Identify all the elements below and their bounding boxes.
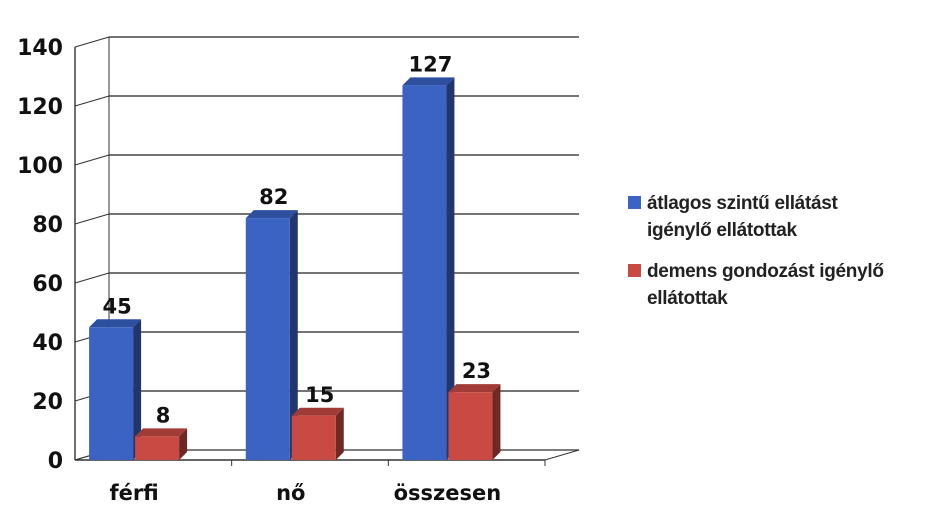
data-label: 23	[462, 359, 491, 383]
x-tick-label: összesen	[394, 481, 502, 505]
legend: átlagos szintű ellátást igénylő ellátott…	[628, 190, 940, 326]
gridline-side	[74, 95, 110, 107]
y-tick-label: 0	[48, 449, 63, 474]
legend-label-line: demens gondozást igénylő	[647, 261, 884, 282]
legend-label-line: ellátottak	[647, 288, 728, 309]
bar-top	[448, 384, 501, 393]
bar	[402, 85, 447, 460]
gridline-side	[74, 272, 110, 284]
y-tick-label: 20	[32, 390, 63, 415]
bar-top	[89, 319, 142, 328]
bar-top	[245, 210, 298, 219]
y-tick-label: 40	[32, 331, 63, 356]
data-label: 15	[305, 383, 334, 407]
gridline-side	[74, 213, 110, 225]
bar-side	[289, 210, 298, 460]
bar	[291, 415, 336, 460]
x-tick-label: nő	[276, 481, 305, 505]
bar-top	[402, 77, 455, 86]
gridline-side	[74, 36, 110, 48]
data-label: 82	[259, 185, 288, 209]
bar-top	[135, 428, 188, 437]
bar-side	[133, 319, 142, 460]
bar-side	[179, 428, 188, 460]
bar	[245, 218, 290, 460]
legend-label-series-1: átlagos szintű ellátást igénylő ellátott…	[647, 190, 838, 244]
x-tick-label: férfi	[109, 481, 158, 505]
bar-side	[335, 407, 344, 460]
legend-swatch-series-1	[628, 196, 641, 209]
y-tick-label: 120	[17, 95, 63, 120]
legend-swatch-series-2	[628, 264, 641, 277]
data-label: 45	[102, 294, 131, 318]
bar	[135, 436, 180, 460]
y-tick-label: 140	[17, 36, 63, 61]
bar-top	[291, 407, 344, 416]
legend-item-series-2: demens gondozást igénylő ellátottak	[628, 258, 940, 312]
bar-side	[492, 384, 501, 460]
data-label: 127	[409, 52, 453, 76]
legend-label-series-2: demens gondozást igénylő ellátottak	[647, 258, 884, 312]
bar	[448, 392, 493, 460]
y-tick-label: 80	[32, 213, 63, 238]
y-tick-label: 60	[32, 272, 63, 297]
legend-label-line: igénylő ellátottak	[647, 220, 797, 241]
y-tick-label: 100	[17, 154, 63, 179]
data-label: 8	[156, 403, 171, 427]
legend-item-series-1: átlagos szintű ellátást igénylő ellátott…	[628, 190, 940, 244]
bar	[89, 327, 134, 460]
legend-label-line: átlagos szintű ellátást	[647, 193, 838, 214]
bar-side	[446, 77, 455, 460]
gridline-side	[74, 154, 110, 166]
